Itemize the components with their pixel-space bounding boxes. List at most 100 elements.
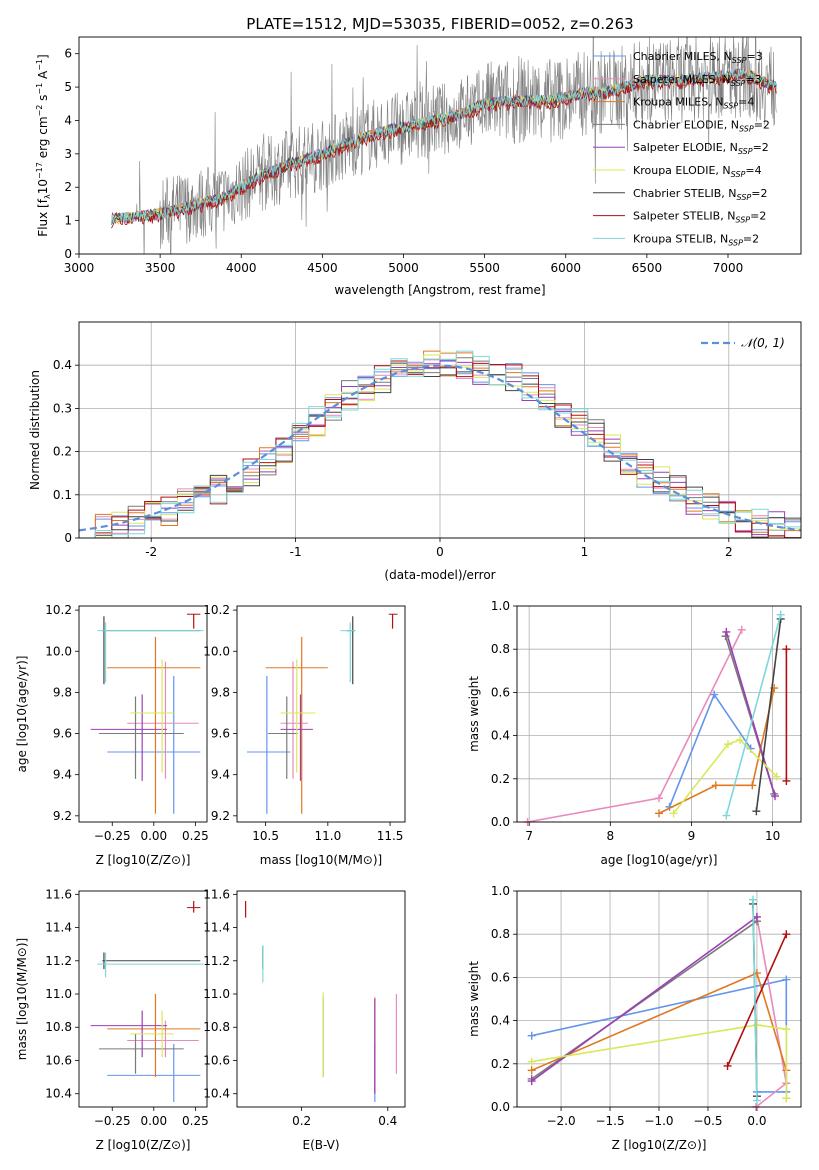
y-axis-label: Normed distribution [28,370,42,490]
y-tick-label: 0.1 [53,488,72,502]
x-tick-label: −1.5 [595,1114,624,1128]
weight-marker [782,645,791,654]
x-tick-label: 0.0 [747,1114,766,1128]
x-tick-label: 6500 [632,261,663,275]
legend-entry: Salpeter ELODIE, NSSP=2 [633,141,769,156]
y-tick-label: 0.4 [53,358,72,372]
y-tick-label: 11.2 [45,954,72,968]
weight-marker [782,975,791,984]
weight-marker [723,740,732,749]
weight-marker [722,627,731,636]
y-tick-label: 0.4 [491,729,510,743]
weight-line [658,687,775,815]
x-tick-label: -1 [290,545,302,559]
x-tick-label: 5500 [469,261,500,275]
y-tick-label: 9.4 [211,768,230,782]
axes-frame [78,605,208,823]
weight-marker [782,776,791,785]
weight-line [531,916,758,1082]
legend-entry: 𝒩(0, 1) [741,336,785,350]
x-tick-label: 4500 [307,261,338,275]
weight-line [531,920,758,1080]
figure-title: PLATE=1512, MJD=53035, FIBERID=0052, z=0… [246,15,633,33]
legend-entry: Kroupa ELODIE, NSSP=4 [633,164,762,179]
x-tick-label: 8 [606,829,614,843]
x-tick-label: −0.25 [94,829,131,843]
y-tick-label: 9.4 [53,768,72,782]
y-tick-label: 9.6 [53,727,72,741]
x-tick-label: −0.25 [94,1114,131,1128]
y-tick-label: 0.8 [491,642,510,656]
x-tick-label: 10.5 [252,829,279,843]
weight-line [752,899,758,1101]
x-axis-label: age [log10(age/yr)] [601,853,718,867]
y-tick-label: 2 [64,180,72,194]
weight-marker [752,1020,761,1029]
y-axis-label: Flux [fλ10−17 erg cm−2 s−1 A−1] [35,54,52,236]
y-tick-label: 10.0 [45,644,72,658]
axes-frame [78,890,208,1108]
weight-marker [527,1057,536,1066]
x-tick-label: 5000 [388,261,419,275]
y-tick-label: 10.8 [45,1020,72,1034]
x-tick-label: 1 [581,545,589,559]
y-tick-label: 10.2 [45,603,72,617]
y-tick-label: 1.0 [491,884,510,898]
x-tick-label: 7000 [713,261,744,275]
y-tick-label: 10.2 [203,603,230,617]
x-tick-label: 11.5 [377,829,404,843]
weight-line [725,614,782,816]
x-axis-label: E(B-V) [302,1138,339,1152]
weight-marker [655,794,663,803]
y-tick-label: 11.6 [203,887,230,901]
model-spectrum-line [111,68,777,225]
weight-marker [723,1061,732,1070]
panel-weight_vs_Z: −2.0 −1.5 −1.0 −0.5 0.0 0.0 0.2 0.4 0.6 0.8 1.0 Z [… [467,884,802,1152]
weight-marker [655,809,663,818]
y-tick-label: 11.0 [45,987,72,1001]
weight-line [755,618,782,812]
y-tick-label: 0.2 [491,772,510,786]
legend-entry: Salpeter MILES, NSSP=3 [633,73,762,88]
weight-marker [711,781,720,790]
residual-histogram [79,350,801,538]
weight-marker [782,1025,791,1034]
legend-entry: Salpeter STELIB, NSSP=2 [633,210,766,225]
x-tick-label: 0.00 [140,829,167,843]
x-axis-label: mass [log10(M/M⊙)] [260,853,382,867]
y-tick-label: 1.0 [491,599,510,613]
weight-line [672,738,778,814]
y-axis-label: mass weight [467,676,481,752]
panel-age_vs_mass: 10.5 11.0 11.5 9.2 9.4 9.6 9.8 10.0 10.2 mass [lo… [203,603,406,867]
y-tick-label: 0.6 [491,970,510,984]
y-tick-label: 9.6 [211,727,230,741]
weight-line [725,631,776,797]
x-tick-label: 9 [688,829,696,843]
y-tick-label: 9.8 [211,685,230,699]
axes-frame [78,36,802,255]
x-axis-label: Z [log10(Z/Z⊙)] [96,853,191,867]
y-tick-label: 6 [64,47,72,61]
residual-histogram [79,360,801,538]
weight-line [531,1024,788,1099]
y-tick-label: 10.4 [45,1087,72,1101]
x-tick-label: 7 [525,829,533,843]
x-tick-label: 10 [765,829,780,843]
y-tick-label: 11.2 [203,954,230,968]
x-tick-label: 0 [436,545,444,559]
x-tick-label: −0.5 [693,1114,722,1128]
x-axis-label: Z [log10(Z/Z⊙)] [96,1138,191,1152]
y-tick-label: 9.8 [53,685,72,699]
residual-histogram [79,362,801,538]
y-tick-label: 0.2 [491,1057,510,1071]
legend-entry: Kroupa MILES, NSSP=4 [633,96,754,111]
y-tick-label: 0.8 [491,927,510,941]
x-tick-label: 4000 [226,261,257,275]
y-axis-label: mass weight [467,961,481,1037]
y-tick-label: 10.6 [45,1053,72,1067]
y-tick-label: 0.6 [491,685,510,699]
model-spectrum-line [111,71,777,229]
x-tick-label: 3500 [145,261,176,275]
x-axis-label: (data-model)/error [384,568,495,582]
